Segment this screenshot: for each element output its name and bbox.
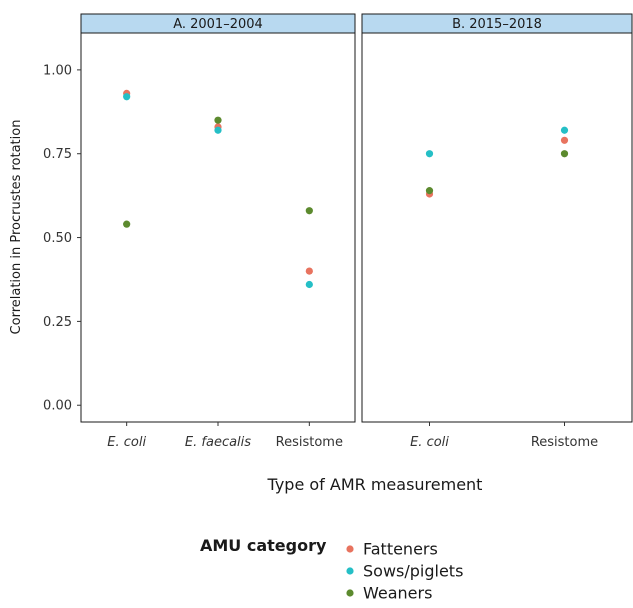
data-point (305, 207, 313, 215)
data-point (560, 126, 569, 134)
y-tick-label: 1.00 (43, 63, 72, 78)
data-point (214, 116, 222, 124)
legend-title: AMU category (200, 536, 327, 555)
data-point (425, 187, 434, 195)
x-tick-label: E. faecalis (185, 435, 251, 450)
y-tick-label: 0.75 (43, 147, 72, 162)
legend-label: Fatteners (363, 540, 438, 559)
y-tick-label: 0.25 (43, 315, 72, 330)
legend-key (346, 589, 354, 597)
legend-label: Sows/piglets (363, 562, 463, 581)
x-tick-label: Resistome (276, 435, 343, 450)
legend-key (346, 545, 354, 553)
legend: AMU category Fatteners Sows/piglets Weaner… (200, 536, 463, 603)
facet-strip-title: A. 2001–2004 (173, 17, 263, 32)
data-point (123, 220, 131, 228)
legend-label: Weaners (363, 584, 432, 603)
data-point (305, 267, 313, 275)
facet-panel: A. 2001–2004 E. coli E. faecalis Resistome (80, 13, 356, 450)
data-point (560, 136, 569, 144)
facet-strip-title: B. 2015–2018 (452, 17, 542, 32)
panel-border (80, 32, 356, 423)
y-tick-label: 0.50 (43, 231, 72, 246)
x-tick-label: Resistome (531, 435, 598, 450)
legend-items: Fatteners Sows/piglets Weaners (346, 540, 463, 603)
data-point (214, 126, 222, 134)
x-axis-title: Type of AMR measurement (267, 475, 483, 494)
legend-key (346, 567, 354, 575)
data-point (560, 150, 569, 158)
x-tick-label: E. coli (410, 435, 449, 450)
data-point (305, 280, 313, 289)
data-point (123, 93, 131, 101)
facet-panel: B. 2015–2018 E. coli Resistome (361, 13, 633, 450)
x-tick-label: E. coli (107, 435, 146, 450)
y-tick-label: 0.00 (43, 399, 72, 414)
data-point (425, 150, 434, 158)
panel-border (361, 32, 633, 423)
y-axis: 0.00 0.25 0.50 0.75 1.00 (43, 63, 81, 414)
y-axis-title: Correlation in Procrustes rotation (9, 120, 24, 335)
